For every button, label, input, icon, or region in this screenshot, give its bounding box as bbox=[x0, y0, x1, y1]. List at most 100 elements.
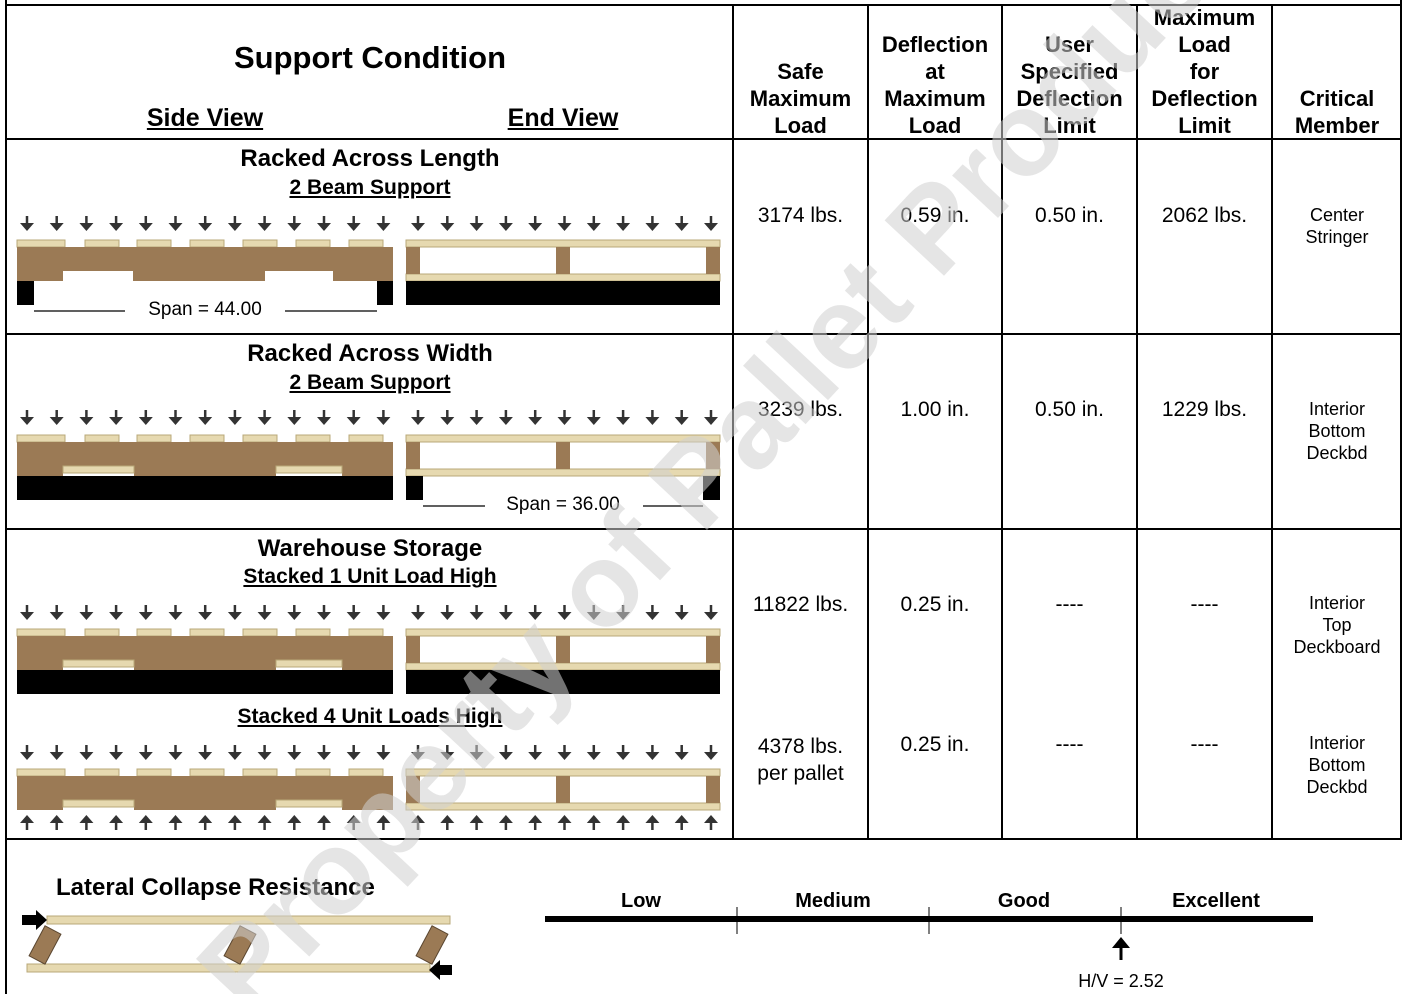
row3-end-stringer-center bbox=[556, 636, 570, 663]
row2-end-stringer-center bbox=[556, 442, 570, 469]
row2-beam-left bbox=[406, 476, 423, 500]
row4-end-stringer-left bbox=[406, 776, 420, 803]
row4-load-arrow-side-3 bbox=[109, 752, 124, 760]
row1-load-arrow-side-0 bbox=[20, 223, 34, 231]
table-left-border bbox=[5, 0, 7, 994]
row1-load-arrow-end-4 bbox=[528, 223, 543, 231]
row1-load-arrow-end-8 bbox=[645, 223, 660, 231]
row3-load-arrow-side-5 bbox=[168, 612, 183, 620]
row4-load-arrow-side-12 bbox=[376, 752, 391, 760]
row4-reaction-arrow-end-5 bbox=[557, 815, 572, 823]
row4-load-arrow-side-6 bbox=[198, 752, 213, 760]
lateral-push-arrow-left bbox=[429, 960, 452, 980]
end-view-heading: End View bbox=[507, 104, 619, 132]
row2-load-arrow-side-12 bbox=[376, 417, 391, 425]
row3-side-stringer bbox=[17, 636, 393, 670]
row4-reaction-arrow-end-9 bbox=[674, 815, 689, 823]
row4-load-arrow-end-0 bbox=[411, 752, 425, 760]
row1-side-deckboard-1 bbox=[84, 239, 120, 248]
row1-load-arrow-end-1 bbox=[440, 223, 455, 231]
row1-load-arrow-side-8 bbox=[257, 223, 272, 231]
row2-side-deckboard-2 bbox=[136, 434, 172, 443]
row3-load-arrow-side-3 bbox=[109, 612, 124, 620]
row3-side-bottom-board-right bbox=[275, 659, 343, 668]
row1-user-limit: 0.50 in. bbox=[1035, 204, 1104, 227]
row-divider-2 bbox=[5, 528, 1402, 530]
row4-load-arrow-side-2 bbox=[79, 752, 94, 760]
lateral-push-arrow-right bbox=[22, 910, 47, 930]
row1-load-arrow-end-6 bbox=[586, 223, 601, 231]
col-header-safe-max-load: Safe Maximum Load bbox=[749, 59, 852, 138]
row1-load-arrow-side-6 bbox=[198, 223, 213, 231]
row3-load-arrow-side-6 bbox=[198, 612, 213, 620]
header-divider bbox=[5, 138, 1402, 140]
row1-side-stringer bbox=[17, 247, 393, 281]
col-header-max-load-limit: Maximum Load for Deflection Limit bbox=[1151, 5, 1258, 138]
row1-end-stringer-right bbox=[706, 247, 720, 274]
row2-deflection: 1.00 in. bbox=[900, 398, 970, 421]
row3-load-arrow-side-9 bbox=[287, 612, 302, 620]
row3-load-arrow-end-0 bbox=[411, 612, 425, 620]
row2-side-deckboard-6 bbox=[348, 434, 384, 443]
row4-reaction-arrow-side-2 bbox=[79, 815, 94, 823]
row3-deflection: 0.25 in. bbox=[900, 593, 970, 616]
row3-safe-max-load: 11822 lbs. bbox=[752, 593, 849, 616]
row2-load-arrow-end-9 bbox=[674, 417, 689, 425]
row2-critical-member: Interior Bottom Deckbd bbox=[1306, 399, 1368, 463]
row3-subtitle: Stacked 1 Unit Load High bbox=[243, 565, 497, 588]
row3-load-arrow-side-0 bbox=[20, 612, 34, 620]
row3-side-deckboard-0 bbox=[16, 628, 66, 637]
row-divider-1 bbox=[5, 333, 1402, 335]
row4-side-deckboard-1 bbox=[84, 768, 120, 777]
row1-side-deckboard-6 bbox=[348, 239, 384, 248]
lateral-bottom-deck bbox=[26, 963, 431, 973]
row4-load-arrow-side-1 bbox=[49, 752, 64, 760]
row-divider-3 bbox=[5, 838, 1402, 840]
lateral-stringer-1 bbox=[223, 925, 257, 965]
row4-load-arrow-end-5 bbox=[557, 752, 572, 760]
row4-reaction-arrow-side-12 bbox=[376, 815, 391, 823]
row2-max-load-limit: 1229 lbs. bbox=[1161, 398, 1248, 421]
row1-load-arrow-side-7 bbox=[227, 223, 242, 231]
row3-load-arrow-side-1 bbox=[49, 612, 64, 620]
row4-reaction-arrow-end-4 bbox=[528, 815, 543, 823]
row1-load-arrow-side-4 bbox=[138, 223, 153, 231]
row2-safe-max-load: 3239 lbs. bbox=[757, 398, 844, 421]
row2-user-limit: 0.50 in. bbox=[1035, 398, 1104, 421]
row1-deflection: 0.59 in. bbox=[900, 204, 970, 227]
row2-side-deckboard-3 bbox=[189, 434, 225, 443]
row4-reaction-arrow-end-3 bbox=[498, 815, 513, 823]
row2-load-arrow-side-1 bbox=[49, 417, 64, 425]
row1-load-arrow-side-11 bbox=[346, 223, 361, 231]
row2-load-arrow-end-5 bbox=[557, 417, 572, 425]
row3-load-arrow-side-7 bbox=[227, 612, 242, 620]
row3-load-arrow-end-4 bbox=[528, 612, 543, 620]
row4-load-arrow-end-2 bbox=[469, 752, 484, 760]
row4-reaction-arrow-end-8 bbox=[645, 815, 660, 823]
row2-load-arrow-end-1 bbox=[440, 417, 455, 425]
row4-side-bottom-board-left bbox=[62, 799, 135, 808]
row1-subtitle: 2 Beam Support bbox=[289, 176, 451, 199]
row3-side-bottom-board-left bbox=[62, 659, 135, 668]
hv-marker-shaft bbox=[1119, 946, 1123, 960]
row2-title: Racked Across Width bbox=[247, 340, 493, 367]
row4-reaction-arrow-side-3 bbox=[109, 815, 124, 823]
row1-side-deckboard-4 bbox=[242, 239, 278, 248]
row2-load-arrow-end-2 bbox=[469, 417, 484, 425]
row1-side-deckboard-0 bbox=[16, 239, 66, 248]
row4-max-load-limit: ---- bbox=[1190, 733, 1219, 756]
row2-side-deckboard-0 bbox=[16, 434, 66, 443]
row4-reaction-arrow-side-5 bbox=[168, 815, 183, 823]
row2-load-arrow-end-7 bbox=[616, 417, 631, 425]
row1-load-arrow-end-5 bbox=[557, 223, 572, 231]
row4-side-deckboard-3 bbox=[189, 768, 225, 777]
row4-deflection: 0.25 in. bbox=[900, 733, 970, 756]
row2-load-arrow-side-3 bbox=[109, 417, 124, 425]
row2-load-arrow-end-8 bbox=[645, 417, 660, 425]
row4-subtitle: Stacked 4 Unit Loads High bbox=[237, 705, 503, 728]
row1-side-deckboard-3 bbox=[189, 239, 225, 248]
row2-side-deckboard-1 bbox=[84, 434, 120, 443]
row2-load-arrow-side-11 bbox=[346, 417, 361, 425]
row4-load-arrow-side-0 bbox=[20, 752, 34, 760]
row4-load-arrow-end-7 bbox=[616, 752, 631, 760]
